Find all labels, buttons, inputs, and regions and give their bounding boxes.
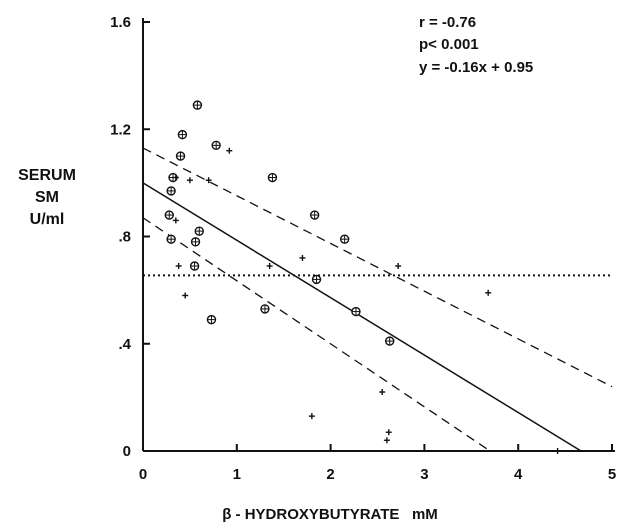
plus-point — [554, 448, 561, 454]
y-axis-label: SERUM SM U/ml — [18, 167, 76, 228]
statistics-annotation: r = -0.76 p< 0.001 y = -0.16x + 0.95 — [419, 14, 533, 76]
plus-point — [172, 174, 179, 181]
circle-plus-point — [192, 100, 203, 110]
plus-point — [172, 217, 179, 224]
lower-confidence-line — [142, 217, 491, 452]
fit-lines — [142, 147, 613, 452]
circle-plus-point — [175, 151, 186, 161]
data-points — [164, 100, 561, 454]
circle-plus-point — [351, 306, 361, 317]
circle-plus-point — [311, 274, 322, 285]
upper-confidence-line — [142, 147, 613, 388]
y-axis-label-line-3: U/ml — [30, 211, 65, 228]
plus-point — [186, 177, 193, 184]
circle-plus-point — [260, 304, 270, 314]
regression-line — [142, 182, 582, 452]
plus-point — [266, 262, 273, 269]
annotation-p: p< 0.001 — [419, 36, 479, 53]
x-tick-label: 1 — [233, 466, 241, 483]
y-axis-label-line-2: SM — [35, 189, 59, 206]
y-tick-label: .4 — [118, 336, 131, 353]
plus-point — [485, 289, 492, 296]
circle-plus-point — [177, 129, 188, 140]
y-tick-label: .8 — [118, 229, 131, 246]
plus-point — [205, 177, 212, 184]
circle-plus-point — [164, 210, 174, 220]
plus-point — [182, 292, 189, 299]
annotation-r: r = -0.76 — [419, 14, 476, 31]
plus-point — [299, 254, 306, 261]
plus-point — [175, 262, 182, 269]
y-tick-label: 1.2 — [110, 121, 131, 138]
x-tick-label: 2 — [326, 466, 334, 483]
circle-plus-point — [384, 336, 395, 346]
circle-plus-point — [189, 261, 200, 271]
x-tick-label: 4 — [514, 466, 523, 483]
circle-plus-point — [190, 237, 201, 247]
circle-plus-point — [339, 234, 350, 244]
circle-plus-point — [166, 234, 176, 244]
y-tick-label: 1.6 — [110, 14, 131, 31]
circle-plus-point — [211, 140, 221, 151]
circle-plus-point — [194, 226, 204, 236]
x-tick-label: 5 — [608, 466, 616, 483]
plus-point — [308, 413, 315, 420]
circle-plus-point — [309, 210, 320, 220]
plus-point — [383, 437, 390, 444]
y-axis-label-line-1: SERUM — [18, 167, 76, 184]
ticks: 0 1 2 3 4 5 0 .4 .8 1.2 1.6 — [110, 14, 616, 483]
circle-plus-point — [267, 172, 278, 183]
x-tick-label: 0 — [139, 466, 147, 483]
y-tick-label: 0 — [123, 443, 131, 460]
circle-plus-point — [166, 186, 176, 196]
plus-point — [395, 262, 402, 269]
x-axis-label: β - HYDROXYBUTYRATE mM — [222, 506, 438, 523]
plus-point — [385, 429, 392, 436]
plus-point — [379, 389, 386, 396]
annotation-equation: y = -0.16x + 0.95 — [419, 59, 533, 76]
x-tick-label: 3 — [420, 466, 428, 483]
circle-plus-point — [206, 314, 217, 325]
axes — [142, 18, 615, 452]
plus-point — [226, 147, 233, 154]
